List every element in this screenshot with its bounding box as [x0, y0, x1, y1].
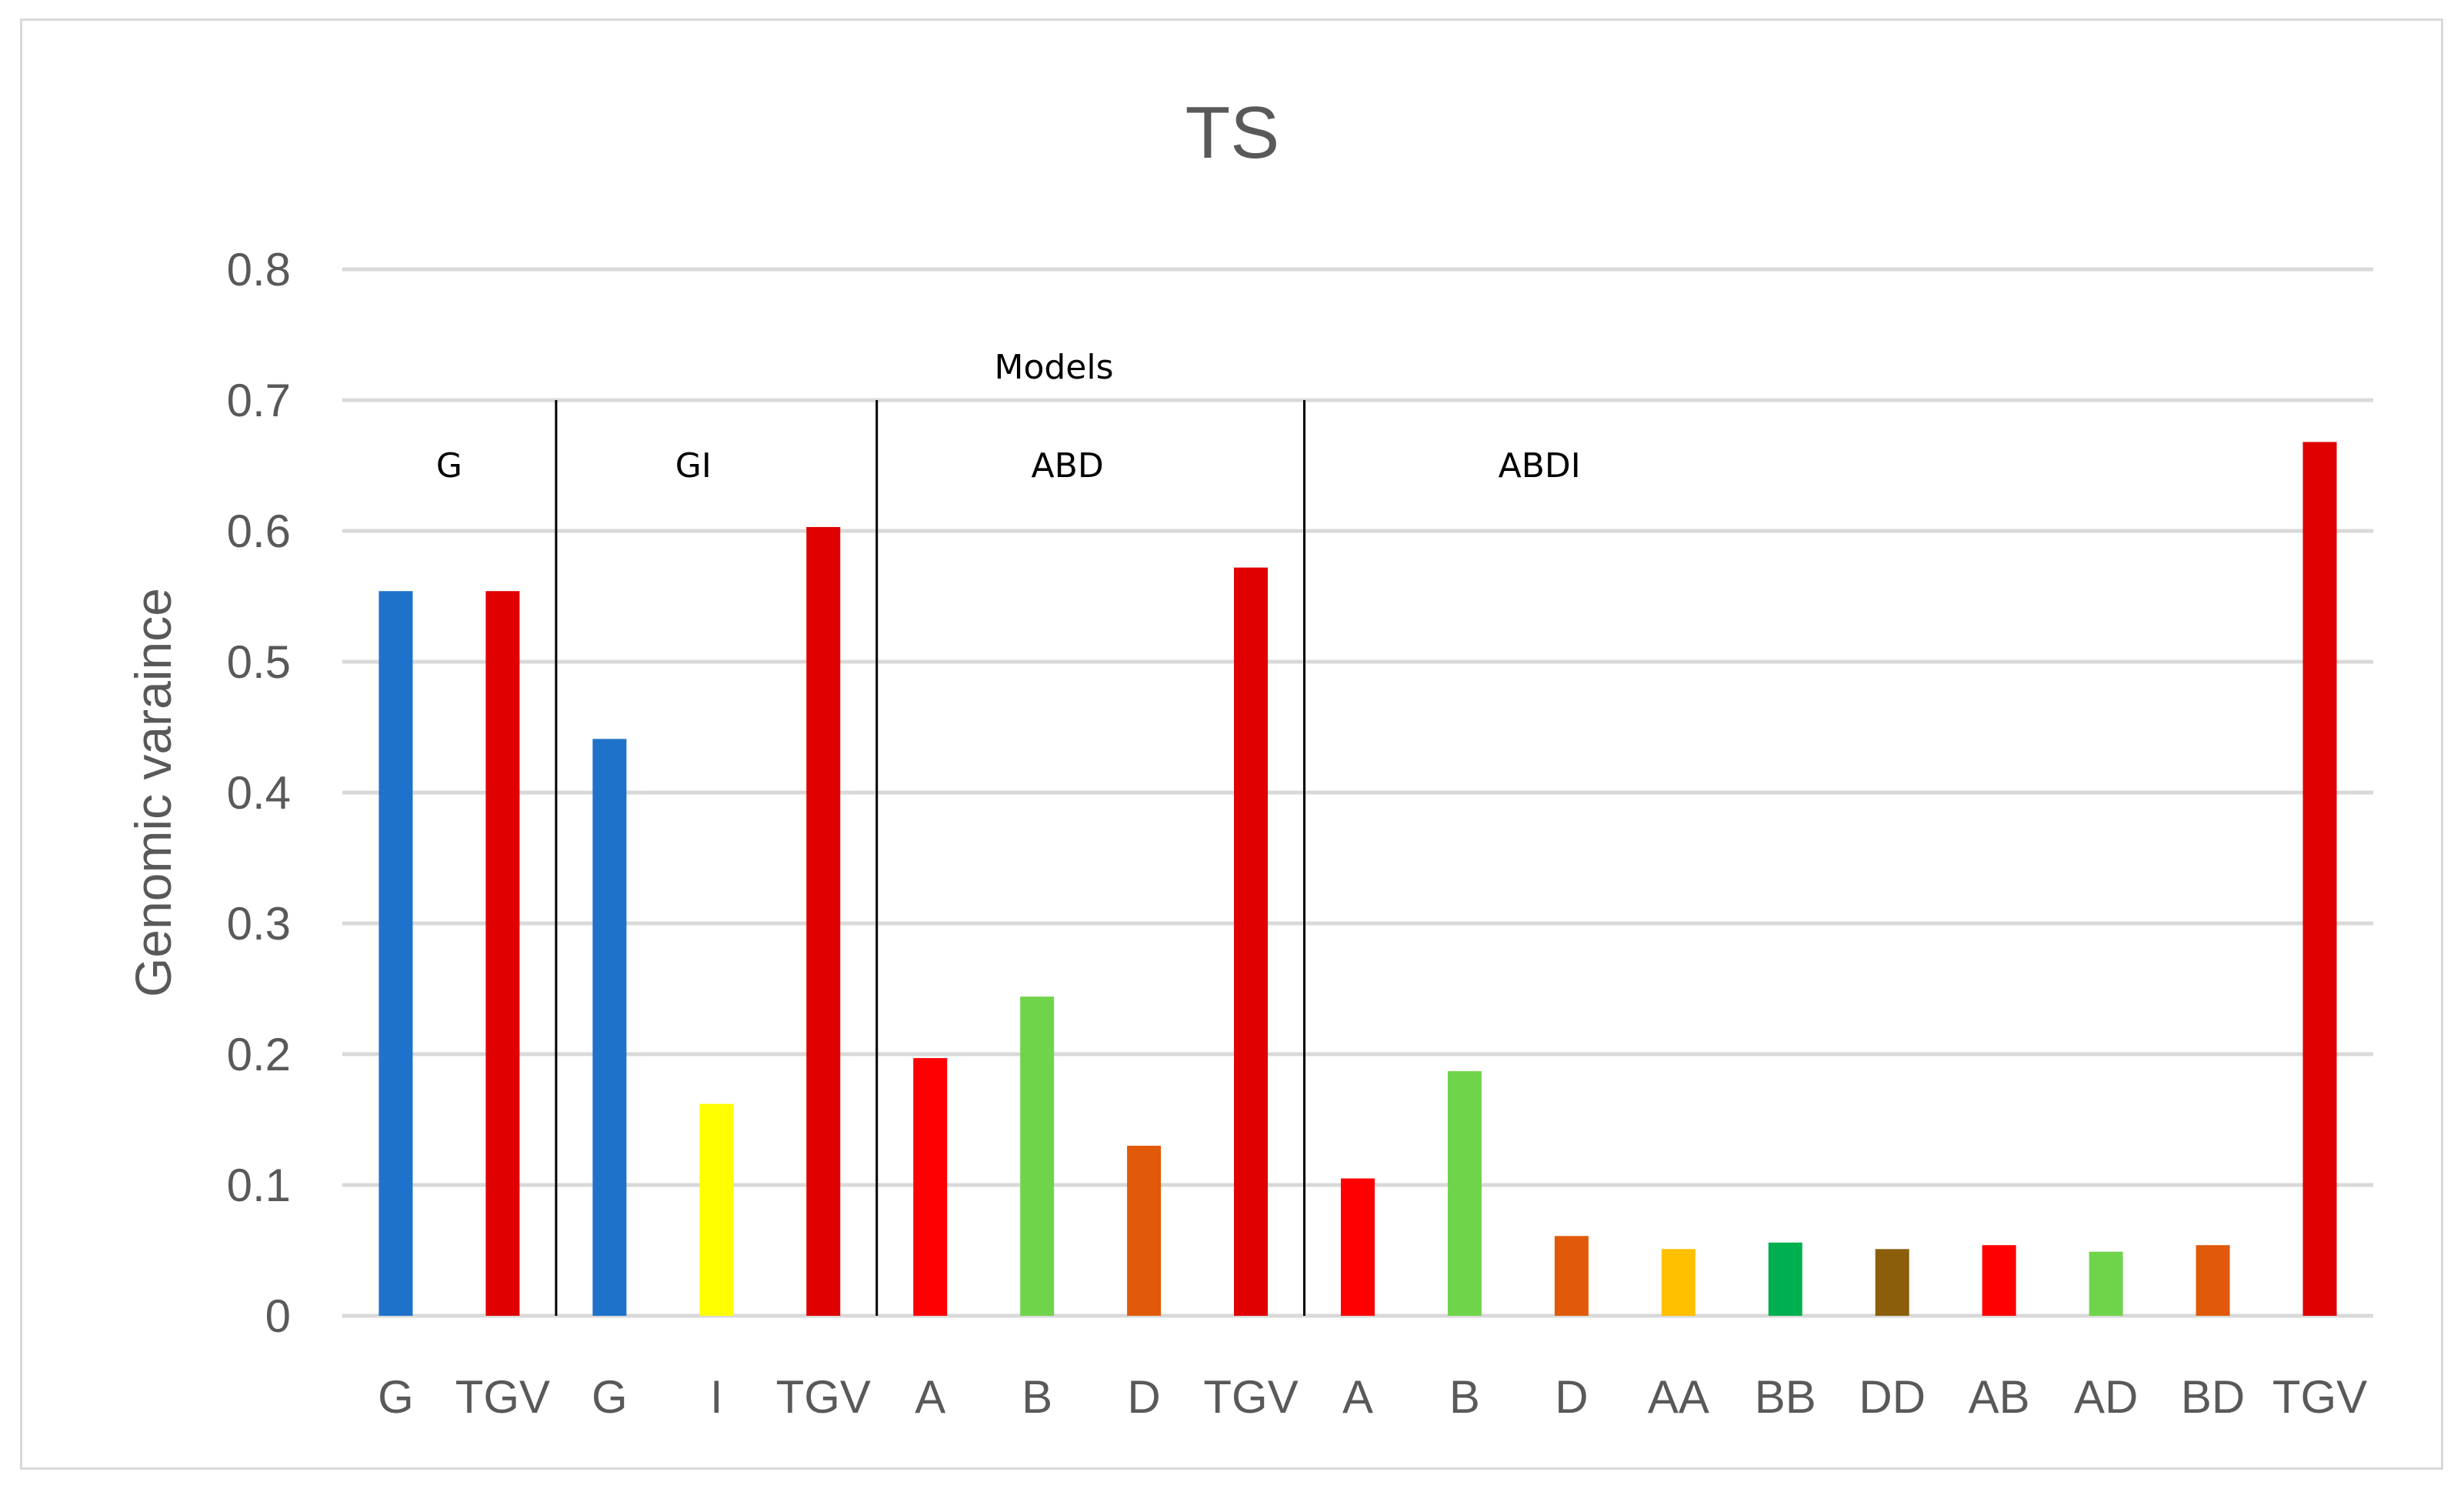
- chart-frame: [20, 18, 2443, 1470]
- bar: [1661, 1249, 1695, 1316]
- x-tick-label: G: [378, 1371, 414, 1423]
- x-tick-label: AA: [1648, 1371, 1709, 1423]
- x-tick-label: A: [915, 1371, 945, 1423]
- y-tick-label: 0.6: [227, 506, 291, 557]
- bar: [2089, 1251, 2123, 1316]
- x-tick-label: TGV: [1203, 1371, 1298, 1423]
- x-tick-label: B: [1449, 1371, 1480, 1423]
- chart-title: TS: [1185, 92, 1280, 174]
- group-separators: [555, 400, 1306, 1316]
- bar: [1341, 1178, 1375, 1316]
- group-label: ABDI: [1499, 446, 1581, 486]
- x-tick-label: I: [710, 1371, 723, 1423]
- x-tick-label: D: [1127, 1371, 1160, 1423]
- bar: [2302, 442, 2337, 1316]
- bar: [1554, 1236, 1589, 1316]
- y-tick-label: 0.3: [227, 898, 291, 950]
- y-tick-label: 0.2: [227, 1029, 291, 1080]
- x-tick-label: TGV: [2272, 1371, 2367, 1423]
- y-tick-label: 0.5: [227, 636, 291, 688]
- bar: [592, 739, 627, 1316]
- bar: [485, 591, 520, 1316]
- x-tick-label: D: [1555, 1371, 1588, 1423]
- x-tick-label: G: [592, 1371, 628, 1423]
- x-tick-label: AB: [1969, 1371, 2030, 1423]
- x-tick-labels: G TGV G I TGV A B D TGV A B D AA BB DD AB AD BD TGV: [378, 1371, 2367, 1423]
- group-label: GI: [675, 446, 712, 486]
- y-tick-label: 0.7: [227, 375, 291, 426]
- bars: [378, 442, 2337, 1316]
- bar: [699, 1103, 734, 1316]
- bar: [2196, 1245, 2230, 1316]
- bar: [1234, 567, 1269, 1316]
- group-label: ABD: [1032, 446, 1104, 486]
- y-tick-label: 0.1: [227, 1160, 291, 1211]
- bar: [806, 526, 841, 1316]
- x-tick-label: B: [1022, 1371, 1052, 1423]
- bar: [1875, 1249, 1909, 1316]
- x-tick-label: AD: [2074, 1371, 2138, 1423]
- group-labels: G GI ABD ABDI: [436, 446, 1581, 486]
- gridlines: [342, 267, 2373, 1318]
- y-axis-label: Genomic varaince: [125, 588, 182, 997]
- y-tick-labels: 0 0.1 0.2 0.3 0.4 0.5 0.6 0.7 0.8: [227, 244, 291, 1342]
- bar: [1982, 1245, 2016, 1316]
- bar: [1127, 1146, 1162, 1316]
- bar: [1768, 1242, 1802, 1316]
- group-label: G: [436, 446, 462, 486]
- x-tick-label: BB: [1755, 1371, 1816, 1423]
- bar: [1020, 996, 1055, 1316]
- models-label: Models: [994, 348, 1113, 387]
- x-tick-label: BD: [2181, 1371, 2245, 1423]
- x-tick-label: A: [1342, 1371, 1373, 1423]
- y-tick-label: 0: [265, 1290, 291, 1342]
- y-tick-label: 0.8: [227, 244, 291, 295]
- bar: [913, 1058, 948, 1316]
- y-tick-label: 0.4: [227, 767, 291, 819]
- bar: [1447, 1071, 1482, 1316]
- x-tick-label: TGV: [455, 1371, 550, 1423]
- x-tick-label: DD: [1859, 1371, 1926, 1423]
- x-tick-label: TGV: [776, 1371, 871, 1423]
- bar: [378, 591, 413, 1316]
